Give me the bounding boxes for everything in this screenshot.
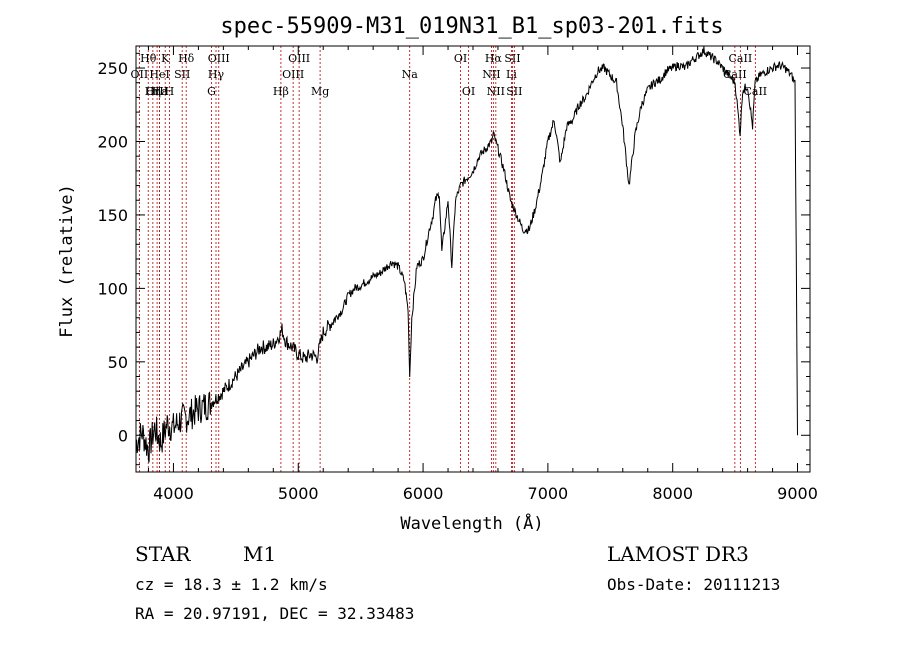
emission-line-label: OII [131,68,149,81]
object-class: STAR [135,542,191,566]
emission-line-label: SII [174,68,190,81]
object-subclass: M1 [243,542,276,566]
x-tick-label: 8000 [652,484,693,503]
emission-line-label: OI [462,85,475,98]
y-tick-label: 250 [97,59,128,78]
y-tick-label: 150 [97,206,128,225]
emission-line-label: Hα [485,52,503,65]
x-tick-label: 7000 [528,484,569,503]
emission-line-label: Hγ [208,68,225,81]
emission-line-label: Mg [311,85,329,98]
emission-line-label: OIII [282,68,304,81]
emission-line-label: H [165,85,175,98]
emission-line-label: NII [487,85,505,98]
emission-line-label: Hθ [140,52,157,65]
x-tick-label: 9000 [777,484,818,503]
emission-line-label: CaII [723,68,747,81]
plot-frame [135,45,811,473]
y-tick-label: 0 [118,426,128,445]
x-axis-label: Wavelength (Å) [400,512,543,534]
emission-line-label: Hη [145,85,161,98]
y-tick-label: 50 [108,353,128,372]
emission-line-label: SII [506,85,522,98]
emission-line-label: Na [402,68,419,81]
y-tick-label: 100 [97,279,128,298]
x-tick-label: 6000 [403,484,444,503]
y-tick-label: 200 [97,132,128,151]
emission-line-label: Hβ [273,85,289,98]
emission-line-label: Li [506,68,517,81]
chart-title: spec-55909-M31_019N31_B1_sp03-201.fits [220,14,723,39]
redshift-info: cz = 18.3 ± 1.2 km/s [135,575,328,594]
emission-line-label: OIII [288,52,310,65]
y-axis-label: Flux (relative) [57,184,77,338]
x-tick-label: 4000 [153,484,194,503]
emission-line-label: OIII [146,85,168,98]
spectrum-line [135,46,798,463]
emission-line-label: Hε [152,85,168,98]
survey-name: LAMOST DR3 [607,542,749,566]
emission-line-label: Hδ [178,52,195,65]
coordinates: RA = 20.97191, DEC = 32.33483 [135,604,414,623]
emission-line-label: K [161,52,170,65]
emission-line-label: HeI [149,68,169,81]
emission-line-label: OI [454,52,467,65]
emission-line-label: NII [482,68,500,81]
x-axis-ticks: 4000 5000 6000 7000 8000 9000 [147,46,818,503]
emission-line-label: CaII [729,52,753,65]
obs-date: Obs-Date: 20111213 [607,575,780,594]
emission-line-label: OIII [208,52,230,65]
emission-line-label: SII [504,52,520,65]
emission-lines [138,46,756,472]
x-tick-label: 5000 [278,484,319,503]
emission-line-label: CaII [743,85,767,98]
emission-line-label: G [207,85,216,98]
y-axis-ticks: 0 50 100 150 200 250 [97,52,810,466]
